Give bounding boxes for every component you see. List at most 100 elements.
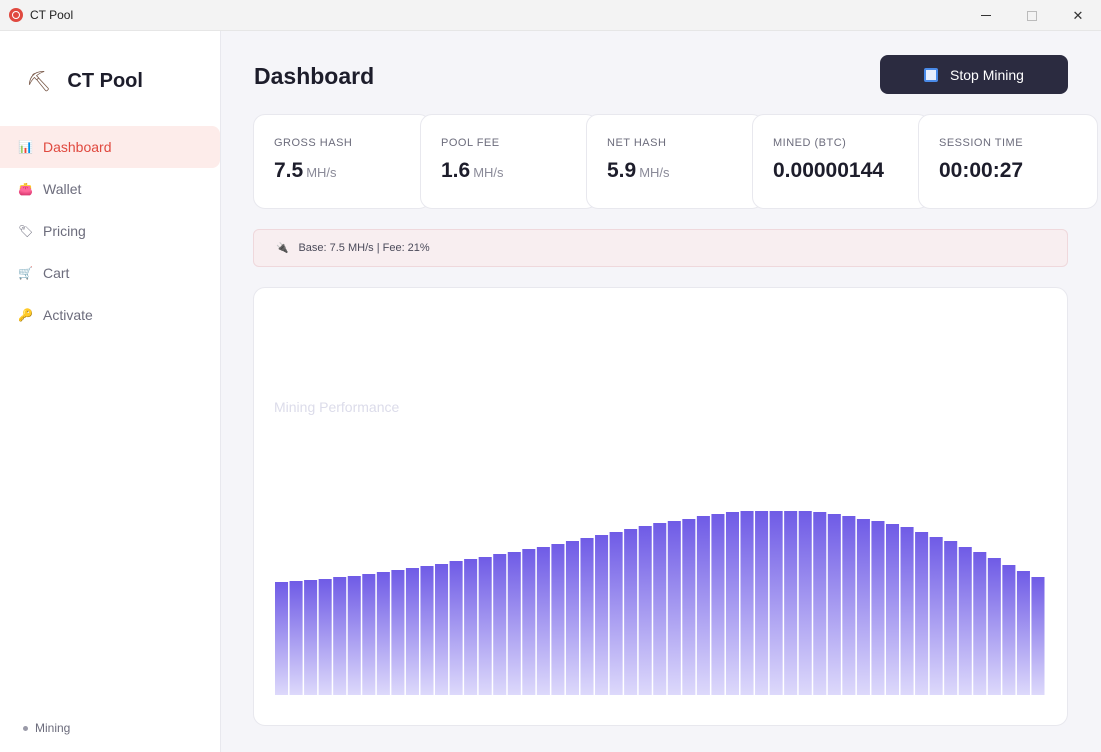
- sidebar-item-label: Cart: [43, 265, 70, 281]
- chart-bar: [609, 532, 623, 695]
- sidebar-item-cart[interactable]: 🛒 Cart: [0, 252, 221, 294]
- stat-number: 1.6: [441, 159, 471, 182]
- info-text: Base: 7.5 MH/s | Fee: 21%: [298, 242, 430, 254]
- chart-bar: [493, 554, 507, 695]
- chart-bar: [275, 582, 289, 695]
- minimize-icon: [981, 15, 991, 16]
- chart-canvas: [275, 511, 1045, 695]
- info-banner: 🔌 Base: 7.5 MH/s | Fee: 21%: [253, 229, 1068, 267]
- chart-bar: [478, 557, 492, 695]
- stat-unit: MH/s: [306, 165, 337, 180]
- chart-bar: [536, 547, 550, 695]
- sidebar-item-label: Pricing: [43, 223, 86, 239]
- stat-card-session-time: SESSION TIME 00:00:27: [918, 114, 1098, 209]
- stop-mining-label: Stop Mining: [950, 66, 1024, 83]
- close-button[interactable]: ✕: [1055, 0, 1101, 31]
- stat-card-gross-hash: GROSS HASH 7.5 MH/s: [253, 114, 431, 209]
- window-title: CT Pool: [30, 8, 74, 22]
- stop-mining-button[interactable]: Stop Mining: [880, 55, 1068, 94]
- stat-card-net-hash: NET HASH 5.9 MH/s: [586, 114, 764, 209]
- chart-bar: [565, 541, 579, 695]
- chart-bar: [391, 570, 405, 695]
- chart-bar: [900, 527, 914, 695]
- chart-bar: [289, 581, 303, 695]
- pickaxe-icon: ⛏: [26, 71, 52, 93]
- maximize-button[interactable]: [1009, 0, 1055, 31]
- sidebar-item-pricing[interactable]: 🏷 Pricing: [0, 210, 221, 252]
- chart-bar: [464, 559, 478, 695]
- stat-card-pool-fee: POOL FEE 1.6 MH/s: [420, 114, 598, 209]
- status-label: Mining: [35, 721, 71, 735]
- chart-bar: [304, 580, 318, 695]
- chart-bar: [871, 521, 885, 695]
- chart-bar: [376, 572, 390, 695]
- chart-bar: [435, 564, 449, 695]
- chart-bar: [827, 514, 841, 695]
- sidebar-item-activate[interactable]: 🔑 Activate: [0, 294, 221, 336]
- stat-value: 5.9 MH/s: [607, 159, 763, 183]
- stat-value: 00:00:27: [939, 159, 1097, 183]
- app-icon: [9, 8, 23, 22]
- chart-bar: [755, 511, 769, 695]
- wallet-icon: 👛: [18, 182, 33, 196]
- chart-bar: [1031, 577, 1045, 695]
- sidebar-item-label: Dashboard: [43, 139, 112, 155]
- chart-bar: [725, 512, 740, 695]
- chart-bar: [580, 538, 594, 695]
- chart-bar: [1002, 565, 1016, 695]
- chart-bar: [667, 521, 681, 695]
- chart-bar: [507, 552, 521, 695]
- sidebar: ⛏ CT Pool 📊 Dashboard 👛 Wallet 🏷 Pricing…: [0, 31, 221, 752]
- stat-value: 1.6 MH/s: [441, 159, 597, 183]
- chart-bar: [784, 511, 798, 695]
- mining-performance-chart: Mining Performance: [253, 287, 1068, 726]
- chart-title: Mining Performance: [274, 399, 400, 415]
- status-dot-icon: [23, 725, 28, 731]
- chart-bar: [449, 561, 463, 695]
- title-bar: CT Pool ✕: [0, 0, 1101, 31]
- chart-bar: [551, 544, 565, 695]
- chart-bar: [711, 514, 725, 695]
- chart-bar: [522, 549, 536, 695]
- chart-bar: [347, 576, 361, 695]
- chart-bar: [1016, 571, 1030, 695]
- chart-bar: [813, 512, 827, 695]
- sidebar-item-dashboard[interactable]: 📊 Dashboard: [0, 126, 220, 168]
- stat-label: POOL FEE: [441, 137, 500, 149]
- chart-bar: [944, 541, 958, 695]
- stat-label: MINED (BTC): [773, 137, 847, 149]
- stat-unit: MH/s: [473, 165, 504, 180]
- stat-card-mined-btc: MINED (BTC) 0.00000144: [752, 114, 930, 209]
- chart-bar: [856, 519, 870, 695]
- sidebar-item-label: Activate: [43, 307, 93, 323]
- page-title: Dashboard: [254, 63, 375, 89]
- tag-icon: 🏷: [18, 224, 34, 238]
- stat-number: 0.00000144: [773, 159, 884, 182]
- stat-number: 7.5: [274, 159, 304, 182]
- chart-bar: [653, 523, 667, 695]
- stat-label: GROSS HASH: [274, 137, 353, 149]
- chart-bar: [696, 516, 710, 695]
- sidebar-item-wallet[interactable]: 👛 Wallet: [0, 168, 221, 210]
- stat-number: 5.9: [607, 159, 637, 182]
- minimize-button[interactable]: [963, 0, 1009, 31]
- chart-bar: [405, 568, 419, 695]
- cart-icon: 🛒: [18, 266, 33, 280]
- chart-bar: [420, 566, 434, 695]
- stat-label: SESSION TIME: [939, 137, 1024, 149]
- brand-title: CT Pool: [67, 70, 143, 92]
- close-icon: ✕: [1072, 7, 1084, 23]
- plug-icon: 🔌: [276, 242, 289, 254]
- stat-number: 00:00:27: [939, 159, 1024, 182]
- chart-bar: [333, 577, 347, 695]
- chart-bar: [915, 532, 929, 695]
- chart-bar: [682, 519, 696, 695]
- chart-icon: 📊: [18, 140, 33, 154]
- brand: ⛏ CT Pool: [26, 69, 143, 94]
- sidebar-nav: 📊 Dashboard 👛 Wallet 🏷 Pricing 🛒 Cart 🔑 …: [0, 126, 221, 336]
- chart-bar: [842, 516, 856, 695]
- stop-icon: [924, 67, 939, 82]
- chart-bar: [885, 524, 900, 695]
- sidebar-item-label: Wallet: [43, 181, 82, 197]
- mining-status: Mining: [23, 721, 70, 735]
